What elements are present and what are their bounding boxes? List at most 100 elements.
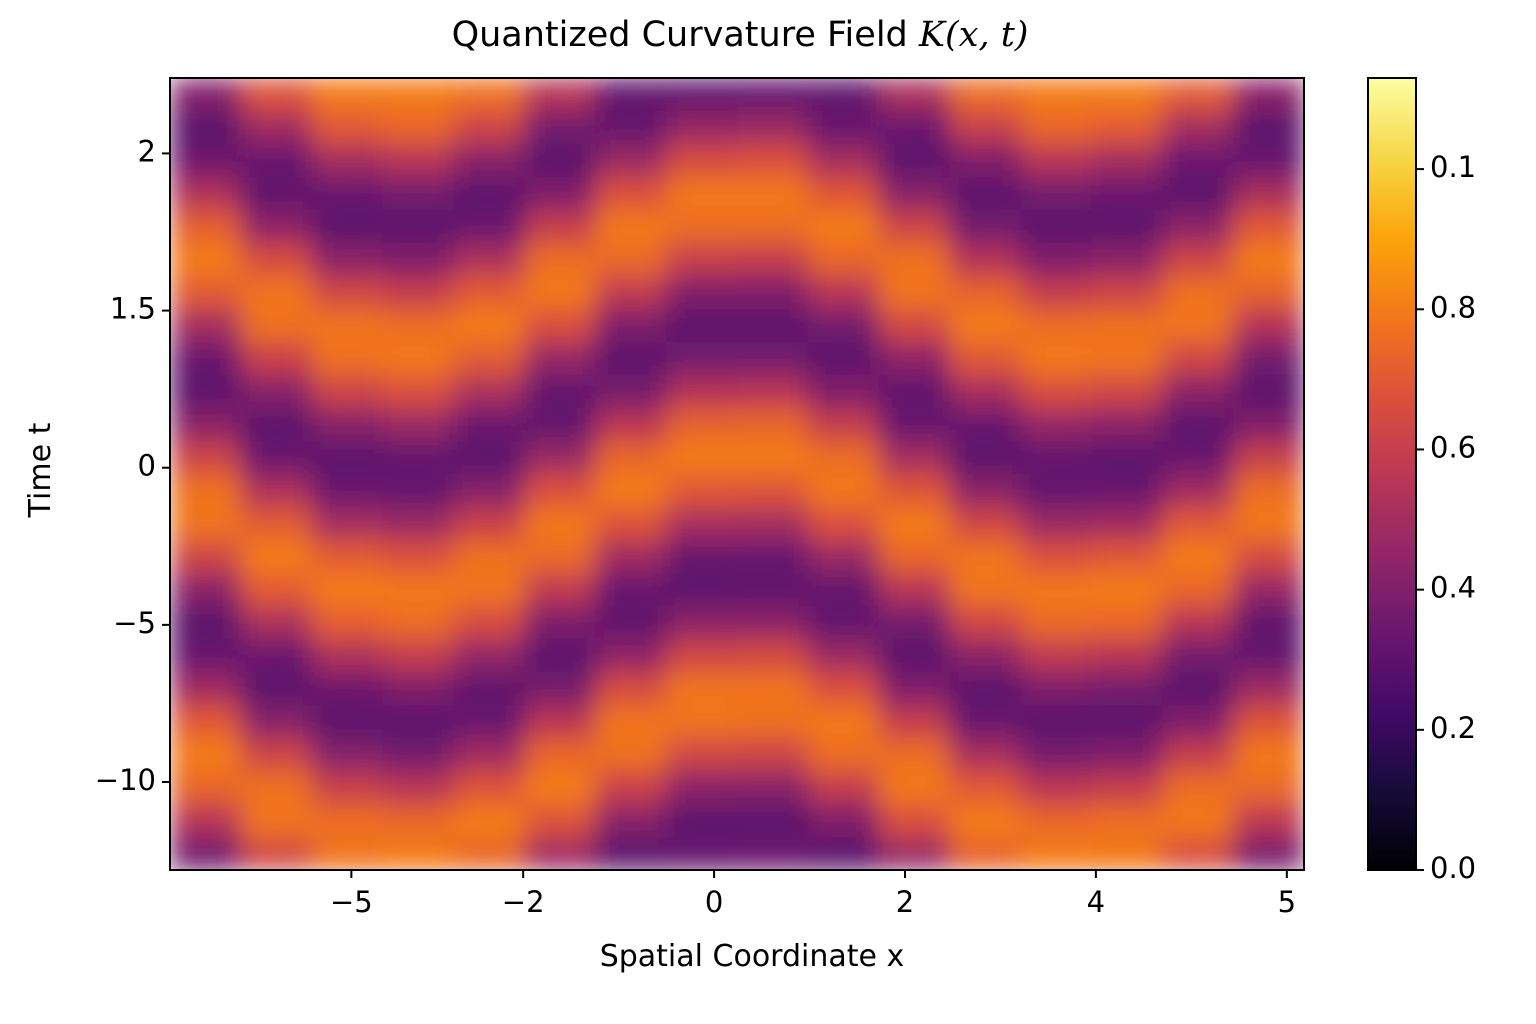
x-tick-label: 2 [896, 885, 914, 919]
heat-cell [1233, 573, 1304, 607]
heat-cell [1020, 540, 1093, 574]
x-tick-label: 0 [705, 885, 723, 919]
heat-cell [807, 837, 880, 870]
heat-cell [807, 606, 880, 640]
heat-cell [240, 177, 313, 211]
heat-cell [311, 243, 384, 277]
colorbar [1367, 77, 1417, 871]
heat-cell [240, 375, 313, 409]
heat-cell [1020, 243, 1093, 277]
title-text: Quantized Curvature Field [452, 15, 908, 55]
heat-cell [1020, 474, 1093, 508]
heat-cell [595, 243, 668, 277]
heat-cell [949, 177, 1022, 211]
heat-cell [1020, 738, 1093, 772]
heat-cell [240, 507, 313, 541]
heat-cell [240, 672, 313, 706]
heat-cell [737, 309, 809, 343]
heat-cell [595, 540, 668, 574]
heat-cell [240, 408, 313, 442]
heat-cell [240, 309, 313, 343]
heat-cell [878, 210, 951, 244]
heat-cell [737, 408, 809, 442]
y-tick-label: −5 [113, 606, 156, 640]
heat-cell [1091, 243, 1164, 277]
colorbar-tick-label: 0.6 [1430, 430, 1476, 464]
heat-cell [524, 771, 597, 805]
heat-cell [878, 243, 951, 277]
heat-cell [807, 243, 880, 277]
heat-cell [240, 540, 313, 574]
heat-cell [878, 474, 951, 508]
heat-cell [878, 78, 951, 112]
heat-cell [1162, 705, 1235, 739]
heat-cell [1162, 177, 1235, 211]
heat-cell [595, 144, 668, 178]
heat-cell [311, 441, 384, 475]
heat-cell [1020, 210, 1093, 244]
heat-cell [170, 507, 242, 541]
heat-cell [170, 408, 242, 442]
heat-cell [453, 210, 526, 244]
heat-cell [240, 474, 313, 508]
heat-cell [807, 705, 880, 739]
heat-cell [170, 771, 242, 805]
heat-cell [240, 804, 313, 838]
heat-cell [240, 573, 313, 607]
heat-cell [170, 672, 242, 706]
heat-cell [453, 837, 526, 870]
x-tick-label: 5 [1278, 885, 1296, 919]
heat-cell [1091, 573, 1164, 607]
heat-cell [878, 309, 951, 343]
heat-cell [1162, 78, 1235, 112]
x-tick-label: −2 [502, 885, 545, 919]
heat-cell [170, 177, 242, 211]
heat-cell [807, 78, 880, 112]
plot-frame [169, 77, 1305, 871]
heat-cell [453, 78, 526, 112]
heat-cell [1091, 375, 1164, 409]
heat-cell [382, 705, 455, 739]
heat-cell [737, 705, 809, 739]
heat-cell [382, 804, 455, 838]
heat-cell [1233, 309, 1304, 343]
heat-cell [878, 342, 951, 376]
heat-cell [1233, 177, 1304, 211]
heat-cell [382, 342, 455, 376]
heat-cell [878, 771, 951, 805]
heat-cell [737, 771, 809, 805]
y-tick-label: 0 [138, 449, 156, 483]
heat-cell [595, 573, 668, 607]
heat-cell [878, 672, 951, 706]
heat-cell [595, 342, 668, 376]
heat-cell [666, 771, 738, 805]
heat-cell [453, 441, 526, 475]
heat-cell [311, 606, 384, 640]
heat-cell [382, 771, 455, 805]
heat-cell [949, 111, 1022, 145]
heat-cell [382, 837, 455, 870]
heat-cell [807, 441, 880, 475]
heat-cell [524, 342, 597, 376]
heat-cell [1162, 804, 1235, 838]
heat-cell [1020, 111, 1093, 145]
heat-cell [1162, 408, 1235, 442]
heat-cell [1091, 309, 1164, 343]
heat-cell [524, 804, 597, 838]
heat-cell [878, 738, 951, 772]
heat-cell [311, 837, 384, 870]
heat-cell [949, 210, 1022, 244]
heat-cell [311, 408, 384, 442]
heat-cell [595, 738, 668, 772]
heat-cell [1020, 771, 1093, 805]
heat-cell [524, 606, 597, 640]
heat-cell [595, 78, 668, 112]
heat-cell [524, 441, 597, 475]
heat-cell [382, 210, 455, 244]
heat-cell [170, 144, 242, 178]
heat-cell [737, 573, 809, 607]
heat-cell [453, 408, 526, 442]
heat-cell [1091, 342, 1164, 376]
heat-cell [1233, 78, 1304, 112]
heat-cell [666, 342, 738, 376]
